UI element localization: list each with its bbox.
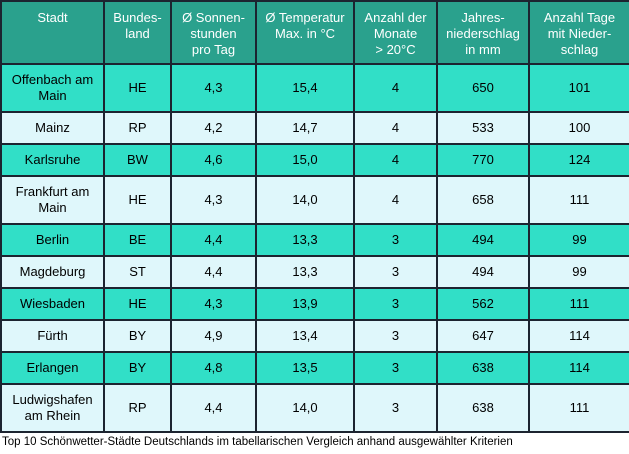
- cell-niederschlag: 638: [436, 351, 530, 385]
- cell-niederschlag: 494: [436, 255, 530, 289]
- cell-monate: 3: [353, 319, 438, 353]
- cell-temperatur: 13,3: [255, 255, 355, 289]
- cell-niederschlag: 770: [436, 143, 530, 177]
- cell-bundesland: BE: [103, 223, 172, 257]
- cell-stadt: Erlangen: [0, 351, 105, 385]
- table-row: Frankfurt am Main HE 4,3 14,0 4 658 111: [0, 175, 629, 225]
- cell-regentage: 111: [528, 287, 629, 321]
- weather-table: Stadt Bundes- land Ø Sonnen- stunden pro…: [0, 0, 629, 433]
- table-row: Karlsruhe BW 4,6 15,0 4 770 124: [0, 143, 629, 177]
- cell-niederschlag: 638: [436, 383, 530, 433]
- cell-sonnenstunden: 4,3: [170, 63, 257, 113]
- table-row: Fürth BY 4,9 13,4 3 647 114: [0, 319, 629, 353]
- cell-regentage: 114: [528, 319, 629, 353]
- cell-regentage: 100: [528, 111, 629, 145]
- table-row: Berlin BE 4,4 13,3 3 494 99: [0, 223, 629, 257]
- cell-niederschlag: 650: [436, 63, 530, 113]
- cell-monate: 3: [353, 383, 438, 433]
- cell-stadt: Frankfurt am Main: [0, 175, 105, 225]
- table-header: Stadt Bundes- land Ø Sonnen- stunden pro…: [0, 0, 629, 65]
- cell-stadt: Fürth: [0, 319, 105, 353]
- cell-regentage: 114: [528, 351, 629, 385]
- cell-sonnenstunden: 4,3: [170, 175, 257, 225]
- cell-niederschlag: 658: [436, 175, 530, 225]
- cell-temperatur: 14,7: [255, 111, 355, 145]
- cell-bundesland: RP: [103, 383, 172, 433]
- cell-temperatur: 14,0: [255, 175, 355, 225]
- cell-bundesland: BY: [103, 351, 172, 385]
- cell-temperatur: 15,0: [255, 143, 355, 177]
- column-header-bundesland: Bundes- land: [103, 0, 172, 65]
- table-row: Offenbach am Main HE 4,3 15,4 4 650 101: [0, 63, 629, 113]
- cell-monate: 3: [353, 351, 438, 385]
- cell-regentage: 124: [528, 143, 629, 177]
- cell-bundesland: HE: [103, 287, 172, 321]
- header-row: Stadt Bundes- land Ø Sonnen- stunden pro…: [0, 0, 629, 65]
- cell-sonnenstunden: 4,6: [170, 143, 257, 177]
- cell-stadt: Wiesbaden: [0, 287, 105, 321]
- cell-stadt: Berlin: [0, 223, 105, 257]
- column-header-stadt: Stadt: [0, 0, 105, 65]
- cell-bundesland: RP: [103, 111, 172, 145]
- column-header-sonnenstunden: Ø Sonnen- stunden pro Tag: [170, 0, 257, 65]
- cell-bundesland: HE: [103, 63, 172, 113]
- cell-regentage: 101: [528, 63, 629, 113]
- cell-temperatur: 13,4: [255, 319, 355, 353]
- cell-niederschlag: 647: [436, 319, 530, 353]
- table-row: Erlangen BY 4,8 13,5 3 638 114: [0, 351, 629, 385]
- column-header-regentage: Anzahl Tage mit Nieder- schlag: [528, 0, 629, 65]
- cell-sonnenstunden: 4,2: [170, 111, 257, 145]
- cell-temperatur: 13,9: [255, 287, 355, 321]
- cell-stadt: Karlsruhe: [0, 143, 105, 177]
- table-row: Wiesbaden HE 4,3 13,9 3 562 111: [0, 287, 629, 321]
- cell-sonnenstunden: 4,4: [170, 255, 257, 289]
- cell-temperatur: 13,5: [255, 351, 355, 385]
- column-header-niederschlag: Jahres- niederschlag in mm: [436, 0, 530, 65]
- cell-regentage: 99: [528, 223, 629, 257]
- table-caption: Top 10 Schönwetter-Städte Deutschlands i…: [2, 436, 513, 448]
- cell-regentage: 99: [528, 255, 629, 289]
- column-header-monate: Anzahl der Monate > 20°C: [353, 0, 438, 65]
- table-row: Ludwigshafen am Rhein RP 4,4 14,0 3 638 …: [0, 383, 629, 433]
- cell-regentage: 111: [528, 175, 629, 225]
- cell-niederschlag: 562: [436, 287, 530, 321]
- table-row: Magdeburg ST 4,4 13,3 3 494 99: [0, 255, 629, 289]
- cell-stadt: Magdeburg: [0, 255, 105, 289]
- cell-sonnenstunden: 4,4: [170, 383, 257, 433]
- cell-monate: 3: [353, 255, 438, 289]
- cell-temperatur: 14,0: [255, 383, 355, 433]
- cell-monate: 4: [353, 63, 438, 113]
- cell-niederschlag: 494: [436, 223, 530, 257]
- cell-monate: 3: [353, 287, 438, 321]
- cell-monate: 4: [353, 175, 438, 225]
- cell-sonnenstunden: 4,9: [170, 319, 257, 353]
- cell-sonnenstunden: 4,4: [170, 223, 257, 257]
- cell-temperatur: 15,4: [255, 63, 355, 113]
- cell-monate: 4: [353, 143, 438, 177]
- cell-stadt: Offenbach am Main: [0, 63, 105, 113]
- cell-regentage: 111: [528, 383, 629, 433]
- cell-bundesland: HE: [103, 175, 172, 225]
- column-header-temperatur: Ø Temperatur Max. in °C: [255, 0, 355, 65]
- cell-bundesland: BY: [103, 319, 172, 353]
- cell-stadt: Ludwigshafen am Rhein: [0, 383, 105, 433]
- cell-monate: 4: [353, 111, 438, 145]
- cell-sonnenstunden: 4,8: [170, 351, 257, 385]
- cell-temperatur: 13,3: [255, 223, 355, 257]
- cell-bundesland: BW: [103, 143, 172, 177]
- cell-monate: 3: [353, 223, 438, 257]
- cell-niederschlag: 533: [436, 111, 530, 145]
- table-body: Offenbach am Main HE 4,3 15,4 4 650 101 …: [0, 63, 629, 433]
- table-row: Mainz RP 4,2 14,7 4 533 100: [0, 111, 629, 145]
- cell-stadt: Mainz: [0, 111, 105, 145]
- cell-sonnenstunden: 4,3: [170, 287, 257, 321]
- cell-bundesland: ST: [103, 255, 172, 289]
